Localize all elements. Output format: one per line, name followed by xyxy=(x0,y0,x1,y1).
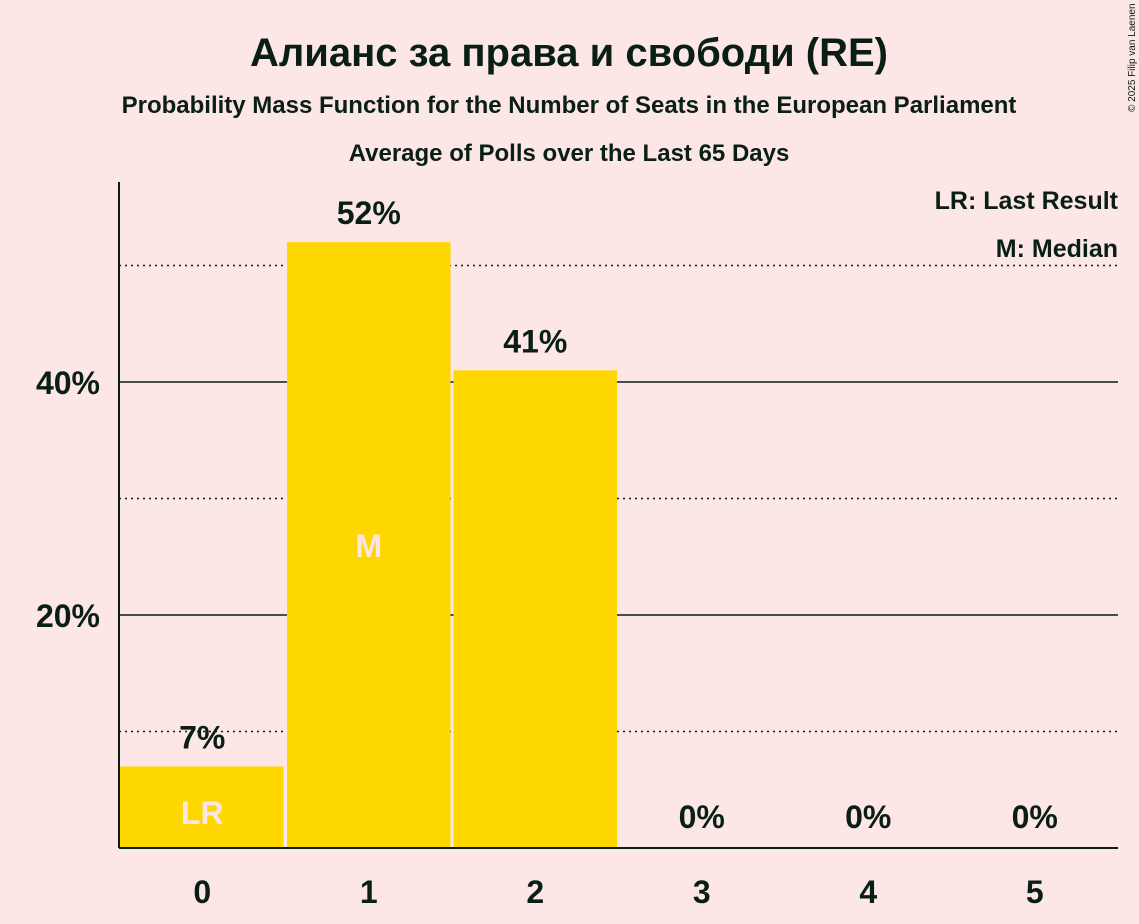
y-tick-label: 20% xyxy=(36,598,100,634)
data-label: 0% xyxy=(1012,799,1058,835)
bar-2 xyxy=(453,370,617,848)
x-tick-label: 2 xyxy=(526,874,544,910)
legend-last-result: LR: Last Result xyxy=(935,187,1119,215)
legend: LR: Last Result M: Median xyxy=(935,187,1119,263)
chart-subtitle-2: Average of Polls over the Last 65 Days xyxy=(349,140,790,167)
gridlines xyxy=(119,264,1118,733)
copyright: © 2025 Filip van Laenen xyxy=(1127,3,1138,112)
bar-1 xyxy=(287,242,451,848)
legend-median: M: Median xyxy=(996,235,1118,263)
x-tick-label: 1 xyxy=(360,874,378,910)
inbar-label: LR xyxy=(181,795,224,831)
inbar-label: M xyxy=(355,528,382,564)
x-tick-label: 0 xyxy=(193,874,211,910)
bar-0 xyxy=(120,766,284,848)
data-label: 52% xyxy=(337,195,401,231)
x-tick-label: 4 xyxy=(859,874,877,910)
chart-subtitle: Probability Mass Function for the Number… xyxy=(122,92,1017,119)
axes xyxy=(118,182,1118,849)
bars xyxy=(120,242,617,848)
data-label: 0% xyxy=(845,799,891,835)
y-tick-labels: 20% 40% xyxy=(36,365,100,634)
x-tick-label: 3 xyxy=(693,874,711,910)
x-tick-labels: 0 1 2 3 4 5 xyxy=(193,874,1043,910)
data-label: 7% xyxy=(179,719,225,755)
data-label: 0% xyxy=(679,799,725,835)
x-tick-label: 5 xyxy=(1026,874,1044,910)
y-tick-label: 40% xyxy=(36,365,100,401)
data-labels: 7% LR 52% M 41% 0% 0% 0% xyxy=(179,195,1058,835)
data-label: 41% xyxy=(503,323,567,359)
chart-title: Алианс за права и свободи (RE) xyxy=(250,31,888,75)
